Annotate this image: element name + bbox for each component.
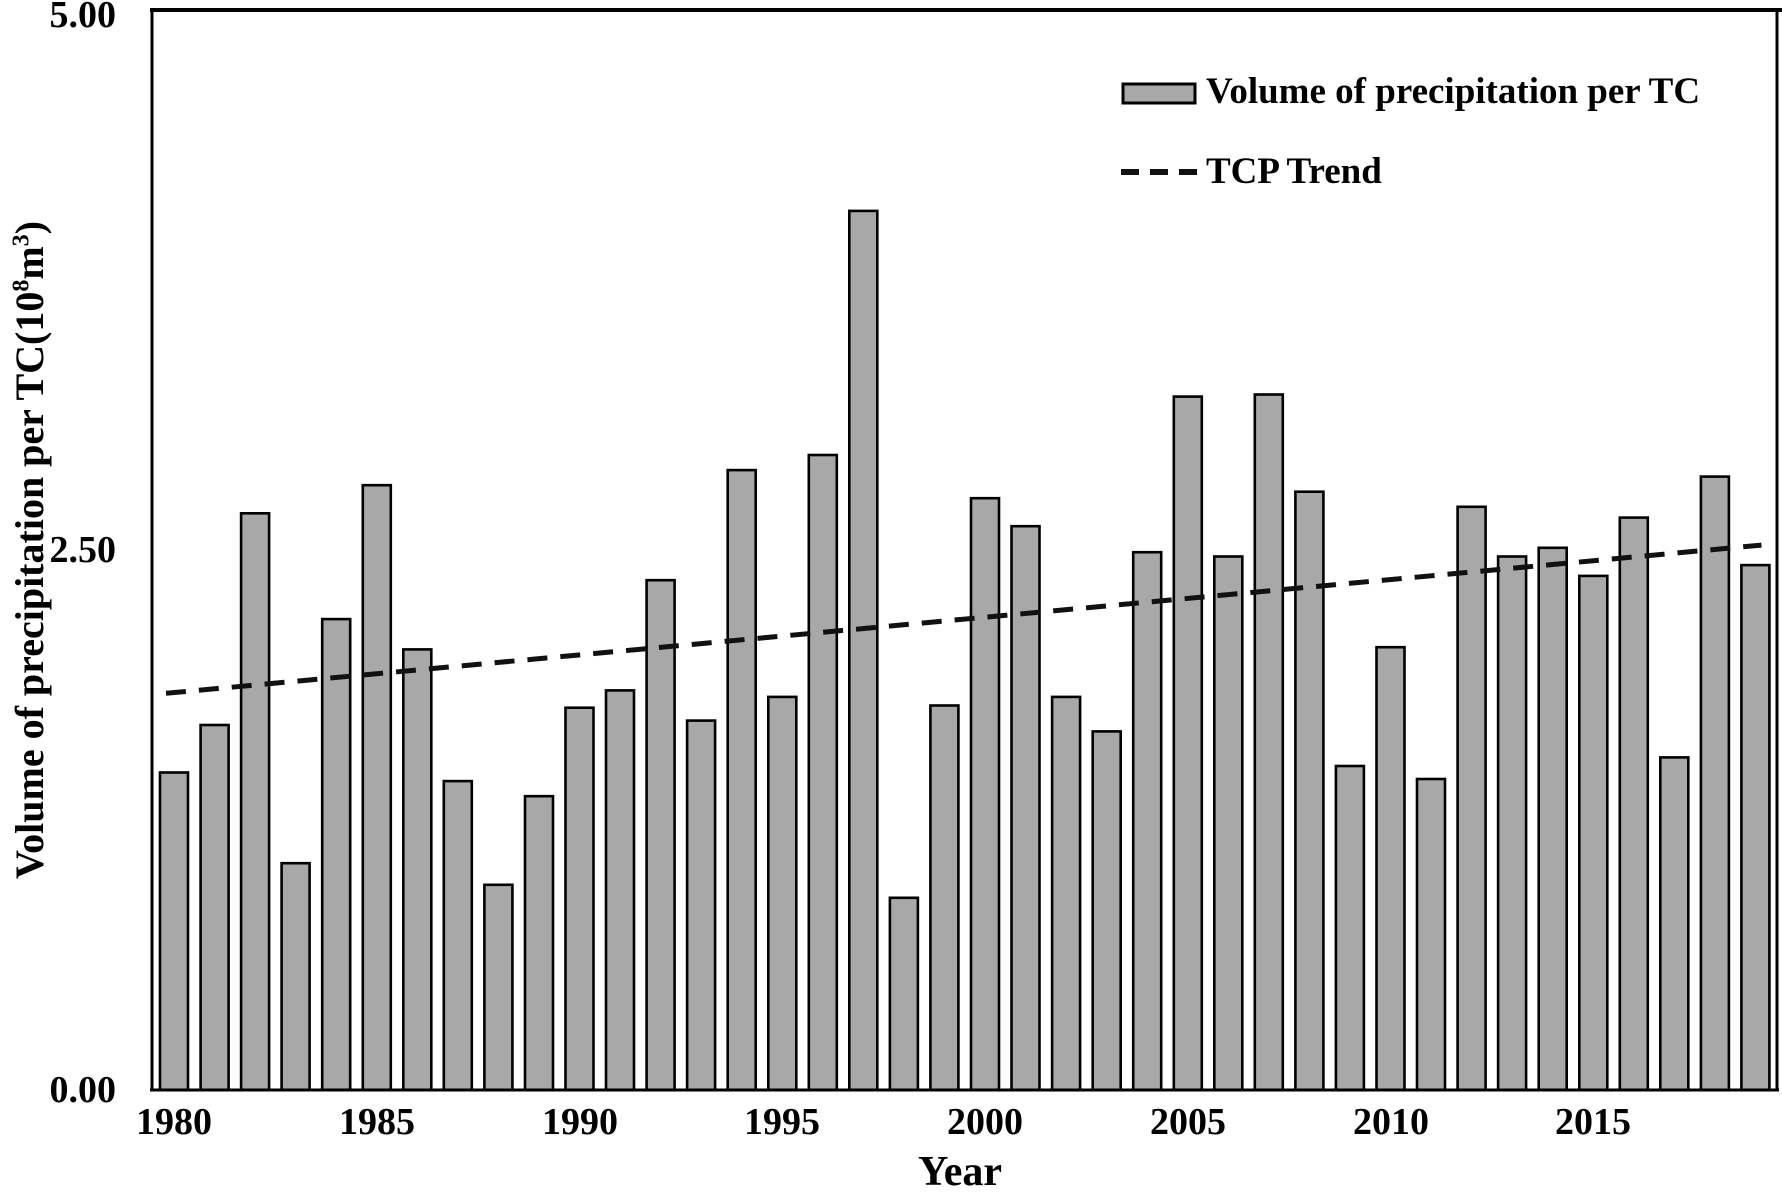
bar-2019 — [1740, 563, 1771, 1092]
bar-2011 — [1415, 777, 1447, 1092]
bar-1992 — [645, 578, 676, 1092]
y-tick-2.50: 2.50 — [49, 529, 117, 571]
bar-1994 — [726, 468, 758, 1092]
bar-1998 — [888, 896, 920, 1092]
bar-1990 — [564, 706, 595, 1092]
x-tick-2015: 2015 — [1555, 1101, 1631, 1143]
bar-2004 — [1131, 550, 1163, 1092]
bar-1984 — [320, 617, 352, 1092]
x-axis-title: Year — [918, 1149, 1002, 1195]
bar-1995 — [766, 695, 798, 1092]
x-tick-2010: 2010 — [1353, 1101, 1429, 1143]
legend-bar-swatch — [1121, 82, 1197, 105]
bar-1988 — [483, 883, 514, 1092]
bar-2000 — [969, 496, 1001, 1092]
bar-1983 — [280, 861, 311, 1092]
bar-2009 — [1334, 764, 1366, 1092]
x-tick-1995: 1995 — [744, 1101, 820, 1143]
x-tick-1990: 1990 — [542, 1101, 618, 1143]
y-tick-5.00: 5.00 — [49, 0, 117, 36]
bar-2002 — [1050, 695, 1082, 1092]
bar-1997 — [847, 209, 879, 1092]
bar-1986 — [401, 648, 433, 1092]
x-tick-1985: 1985 — [339, 1101, 415, 1143]
bar-2016 — [1618, 516, 1650, 1092]
superscript-3: 3 — [8, 234, 35, 247]
bar-2010 — [1375, 645, 1406, 1092]
bar-2013 — [1496, 555, 1528, 1092]
bar-2005 — [1172, 395, 1204, 1092]
bar-1980 — [158, 771, 190, 1092]
x-tick-2000: 2000 — [947, 1101, 1023, 1143]
bar-2014 — [1537, 546, 1568, 1092]
y-tick-0.00: 0.00 — [49, 1069, 117, 1111]
bar-2007 — [1253, 393, 1285, 1092]
bar-1981 — [199, 723, 230, 1092]
legend-label-bars: Volume of precipitation per TC — [1206, 71, 1701, 112]
bar-1999 — [929, 704, 960, 1092]
x-tick-1980: 1980 — [136, 1101, 212, 1143]
bar-2006 — [1213, 555, 1244, 1092]
x-tick-2005: 2005 — [1150, 1101, 1226, 1143]
bar-2018 — [1699, 475, 1731, 1092]
superscript-8: 8 — [8, 279, 35, 292]
bar-1989 — [523, 794, 555, 1092]
bar-1996 — [807, 453, 839, 1092]
bar-2017 — [1659, 756, 1690, 1092]
bar-1982 — [239, 511, 271, 1092]
bar-1985 — [361, 483, 393, 1092]
bar-1987 — [442, 779, 474, 1092]
bar-1993 — [685, 719, 717, 1092]
bar-2003 — [1091, 730, 1122, 1092]
trend-line — [165, 542, 1762, 696]
bar-2008 — [1294, 490, 1325, 1092]
bar-2015 — [1578, 574, 1609, 1092]
legend-label-trend: TCP Trend — [1206, 151, 1382, 192]
bar-2012 — [1456, 505, 1487, 1092]
bar-1991 — [604, 689, 636, 1092]
